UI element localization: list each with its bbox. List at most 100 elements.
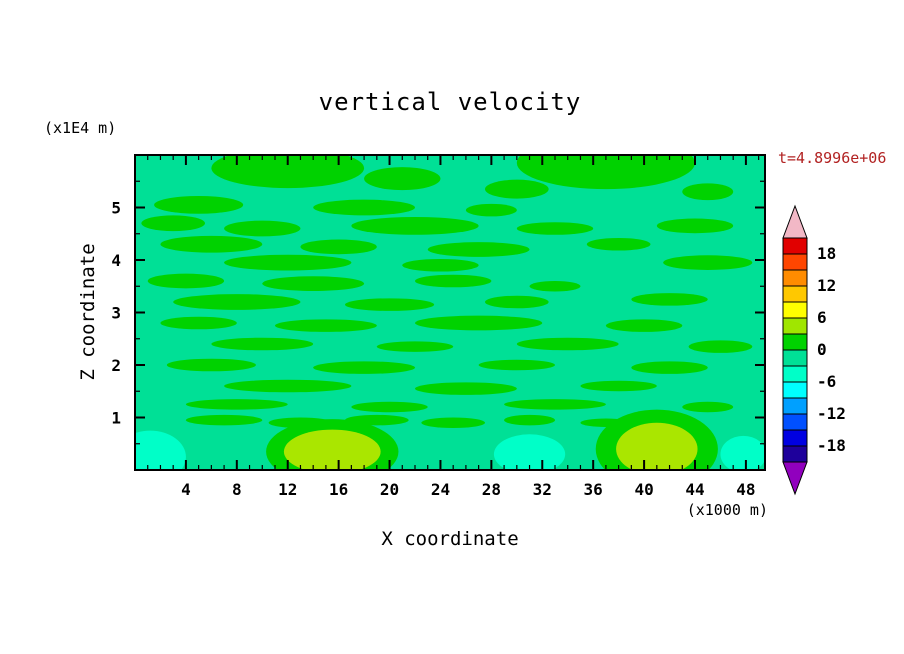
contour-blob <box>415 274 492 288</box>
contour-blob <box>516 155 695 190</box>
colorbar-label: 12 <box>817 276 836 295</box>
colorbar-segment <box>782 445 808 463</box>
x-tick-label: 20 <box>380 480 399 499</box>
contour-blob <box>688 340 753 353</box>
contour-field <box>135 155 765 470</box>
colorbar-segment <box>782 237 808 255</box>
contour-blob <box>682 183 734 201</box>
x-tick-label: 16 <box>329 480 348 499</box>
colorbar-segment <box>782 349 808 367</box>
x-tick-label: 12 <box>278 480 297 499</box>
colorbar-label: 0 <box>817 340 827 359</box>
x-axis-title: X coordinate <box>381 528 519 550</box>
contour-blob <box>351 216 479 235</box>
contour-blob <box>224 220 301 237</box>
contour-blob <box>141 215 206 232</box>
x-tick-label: 28 <box>482 480 501 499</box>
contour-blob <box>275 319 377 332</box>
contour-blob <box>376 341 454 352</box>
colorbar-label: -18 <box>817 436 846 455</box>
contour-blob <box>478 359 555 371</box>
contour-blob <box>211 337 314 351</box>
contour-blob <box>173 294 301 310</box>
contour-blob <box>262 276 365 291</box>
contour-blob <box>493 434 566 470</box>
y-tick-label: 5 <box>111 199 121 218</box>
colorbar-label: 18 <box>817 244 836 263</box>
contour-blob <box>631 361 708 374</box>
colorbar-under-arrow <box>782 461 808 496</box>
x-tick-label: 4 <box>181 480 191 499</box>
contour-blob <box>224 254 352 271</box>
colorbar-segment <box>782 269 808 287</box>
contour-blob <box>720 435 765 470</box>
x-tick-label: 40 <box>634 480 653 499</box>
contour-blob <box>402 258 479 272</box>
contour-blob <box>656 218 734 234</box>
x-tick-label: 36 <box>584 480 603 499</box>
contour-blob <box>300 239 377 255</box>
contour-blob <box>283 429 381 470</box>
contour-blob <box>160 235 263 253</box>
colorbar-segment <box>782 253 808 271</box>
colorbar: 18 12 6 0 -6 -12 -18 <box>782 204 846 496</box>
y-tick-label: 1 <box>111 409 121 428</box>
x-tick-label: 44 <box>685 480 704 499</box>
contour-blob <box>185 399 288 410</box>
colorbar-label: -6 <box>817 372 836 391</box>
contour-blob <box>154 195 244 214</box>
time-stamp: t=4.8996e+06 <box>778 149 887 167</box>
contour-blob <box>631 293 708 306</box>
contour-blob <box>135 430 186 470</box>
colorbar-segment <box>782 429 808 447</box>
contour-blob <box>504 399 606 410</box>
x-tick-label: 48 <box>736 480 755 499</box>
colorbar-segment <box>782 381 808 399</box>
contour-blob <box>516 337 619 351</box>
colorbar-segment <box>782 365 808 383</box>
contour-blob <box>485 179 549 199</box>
x-tick-label: 32 <box>533 480 552 499</box>
x-tick-label: 24 <box>431 480 450 499</box>
contour-blob <box>364 167 441 191</box>
y-tick-label: 4 <box>111 251 121 270</box>
contour-blob <box>516 222 594 235</box>
contour-blob <box>211 155 365 189</box>
colorbar-over-arrow <box>782 204 808 239</box>
contour-blob <box>415 382 517 395</box>
contour-blob <box>421 417 485 428</box>
contour-blob <box>529 281 581 292</box>
contour-blob <box>160 316 237 330</box>
contour-blob <box>415 315 543 331</box>
contour-blob <box>465 203 517 217</box>
colorbar-segment <box>782 397 808 415</box>
contour-blob <box>663 255 753 270</box>
colorbar-segment <box>782 333 808 351</box>
y-tick-label: 3 <box>111 304 121 323</box>
x-tick-label: 8 <box>232 480 242 499</box>
contour-blob <box>313 361 415 374</box>
contour-blob <box>427 242 530 257</box>
colorbar-label: -12 <box>817 404 846 423</box>
contour-blob <box>147 273 225 289</box>
contour-blob <box>185 414 263 426</box>
contour-blob <box>485 295 549 309</box>
contour-blob <box>682 401 734 413</box>
y-axis-unit-label: (x1E4 m) <box>44 119 117 137</box>
colorbar-segment <box>782 413 808 431</box>
colorbar-segment <box>782 317 808 335</box>
colorbar-segment <box>782 301 808 319</box>
contour-blob <box>504 414 555 426</box>
colorbar-segment <box>782 285 808 303</box>
x-axis-unit-label: (x1000 m) <box>686 501 768 519</box>
contour-blob <box>586 237 651 251</box>
chart-title: vertical velocity <box>318 88 582 116</box>
contour-blob <box>351 401 428 413</box>
contour-blob <box>313 199 415 216</box>
contour-blob <box>605 319 683 332</box>
colorbar-label: 6 <box>817 308 827 327</box>
contour-blob <box>616 422 698 470</box>
contour-blob <box>224 379 352 393</box>
